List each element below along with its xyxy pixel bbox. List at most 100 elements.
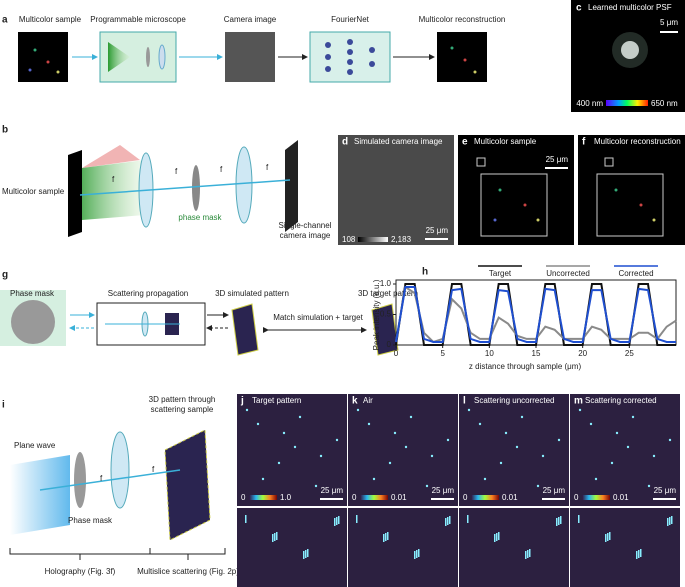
streak xyxy=(276,532,278,540)
label: Phase mask xyxy=(10,289,55,298)
scale-label: 25 μm xyxy=(321,486,344,495)
panel-e: e Multicolor sample 25 μm xyxy=(458,135,574,245)
label: Single-channel xyxy=(279,221,332,230)
streak xyxy=(336,517,338,525)
title: Target pattern xyxy=(252,396,301,405)
image xyxy=(570,394,680,506)
image xyxy=(437,32,487,82)
panel-label: j xyxy=(240,396,244,407)
streak xyxy=(558,517,560,525)
spot xyxy=(610,461,614,465)
image xyxy=(348,508,458,587)
colorbar-label: 1.0 xyxy=(280,493,292,502)
series-line xyxy=(395,286,676,343)
image xyxy=(18,32,68,82)
spot xyxy=(536,484,540,488)
x-axis-label: z distance through sample (μm) xyxy=(469,362,582,371)
series-line xyxy=(395,283,676,346)
x-tick-label: 0 xyxy=(394,349,399,358)
spot xyxy=(499,461,503,465)
panel-label: h xyxy=(422,267,428,278)
spot xyxy=(314,484,318,488)
streak xyxy=(605,534,607,542)
streak xyxy=(305,550,307,558)
scale-label: 25 μm xyxy=(432,486,455,495)
spot xyxy=(367,422,371,426)
colorbar-label: 0.01 xyxy=(613,493,629,502)
colorbar-label: 650 nm xyxy=(651,99,678,108)
label: Phase mask xyxy=(68,516,113,525)
streak xyxy=(356,515,358,523)
label: Multicolor sample xyxy=(19,15,82,24)
streak xyxy=(636,551,638,559)
streak xyxy=(671,516,673,524)
spot xyxy=(277,461,281,465)
streak xyxy=(527,550,529,558)
x-tick-label: 15 xyxy=(532,349,541,358)
spot xyxy=(520,415,524,419)
streak xyxy=(578,515,580,523)
legend-label: Uncorrected xyxy=(546,269,590,278)
image xyxy=(237,394,347,506)
label: 3D pattern through xyxy=(149,395,216,404)
spot xyxy=(652,454,656,458)
spot xyxy=(425,484,429,488)
spot xyxy=(626,445,630,449)
label: Multicolor reconstruction xyxy=(419,15,506,24)
focal-label: f xyxy=(266,163,269,172)
image xyxy=(338,135,454,245)
streak xyxy=(272,534,274,542)
title: Learned multicolor PSF xyxy=(588,3,672,12)
colorbar xyxy=(249,495,277,500)
x-tick-label: 10 xyxy=(485,349,494,358)
image xyxy=(348,394,458,506)
panel-g: g Phase mask Scattering propagation 3D s… xyxy=(0,270,418,356)
colorbar-label: 0 xyxy=(463,493,468,502)
streak xyxy=(385,533,387,541)
title: Scattering corrected xyxy=(585,396,657,405)
colorbar-label: 0.01 xyxy=(502,493,518,502)
streak xyxy=(498,532,500,540)
streak xyxy=(334,518,336,526)
image xyxy=(570,508,680,587)
spot xyxy=(478,422,482,426)
scale-label: 25 μm xyxy=(543,486,566,495)
streak xyxy=(525,551,527,559)
spot xyxy=(541,454,545,458)
streak xyxy=(416,550,418,558)
streak xyxy=(669,517,671,525)
streak xyxy=(274,533,276,541)
title: Simulated camera image xyxy=(354,137,443,146)
colorbar-label: 2,183 xyxy=(391,235,412,244)
focal-label: f xyxy=(100,474,103,483)
spot xyxy=(578,408,582,412)
title: Air xyxy=(363,396,373,405)
panel-label: g xyxy=(2,270,8,281)
x-tick-label: 5 xyxy=(440,349,445,358)
colorbar-label: 0.01 xyxy=(391,493,407,502)
spot xyxy=(467,408,471,412)
spot xyxy=(515,445,519,449)
image xyxy=(237,508,347,587)
spot xyxy=(393,431,397,435)
streak xyxy=(560,516,562,524)
streak xyxy=(667,518,669,526)
label: phase mask xyxy=(178,213,222,222)
panel-f: f Multicolor reconstruction xyxy=(578,135,685,245)
spot xyxy=(282,431,286,435)
streak xyxy=(640,549,642,557)
legend-label: Corrected xyxy=(618,269,653,278)
y-tick-label: 1.0 xyxy=(380,279,392,288)
y-axis-label: Peak intensity (a.u.) xyxy=(372,279,381,350)
streak xyxy=(529,549,531,557)
spot xyxy=(409,415,413,419)
panel-c: c Learned multicolor PSF 5 μm 400 nm 650… xyxy=(571,0,685,112)
spot xyxy=(504,431,508,435)
label: Multislice scattering (Fig. 2p) xyxy=(137,567,239,576)
scale-label: 25 μm xyxy=(654,486,677,495)
spot xyxy=(319,454,323,458)
streak xyxy=(245,515,247,523)
spot xyxy=(483,477,487,481)
